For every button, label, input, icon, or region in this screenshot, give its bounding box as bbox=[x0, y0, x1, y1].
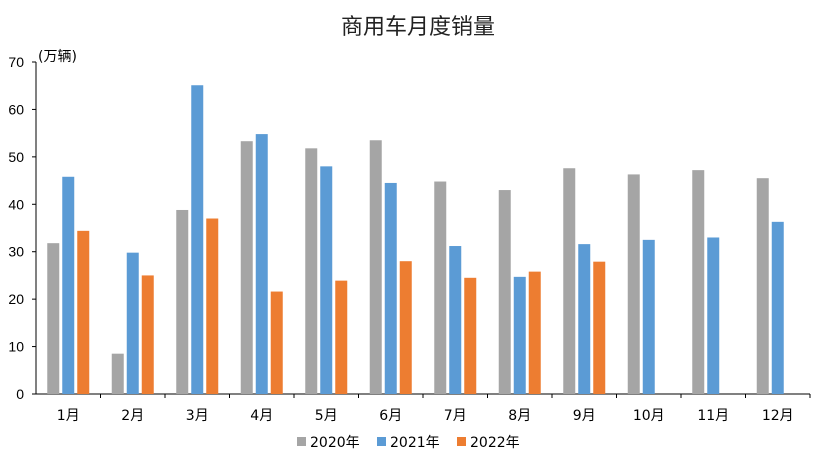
chart-title: 商用车月度销量 bbox=[341, 15, 495, 40]
bar-2020年-1月 bbox=[47, 243, 60, 394]
bar-2020年-10月 bbox=[627, 174, 640, 394]
legend: 2020年 2021年 2022年 bbox=[297, 435, 520, 451]
bar-2020年-3月 bbox=[176, 209, 189, 394]
bar-2020年-12月 bbox=[756, 178, 769, 394]
bar-2020年-8月 bbox=[498, 190, 511, 394]
bar-2022年-7月 bbox=[464, 277, 477, 394]
y-tick-label: 50 bbox=[8, 149, 24, 165]
y-tick-label: 0 bbox=[16, 386, 24, 402]
y-tick-label: 70 bbox=[8, 54, 24, 70]
bar-2020年-11月 bbox=[692, 170, 705, 394]
x-tick-label: 5月 bbox=[315, 408, 338, 424]
bar-2022年-9月 bbox=[593, 261, 606, 394]
bar-2022年-1月 bbox=[77, 230, 90, 394]
bar-2021年-10月 bbox=[642, 239, 655, 394]
legend-swatch-2020年 bbox=[297, 437, 306, 446]
bar-2022年-6月 bbox=[399, 261, 412, 394]
bar-2022年-2月 bbox=[141, 275, 154, 394]
x-tick-label: 12月 bbox=[762, 408, 794, 424]
legend-label: 2020年 bbox=[310, 435, 360, 451]
bar-2021年-4月 bbox=[255, 134, 268, 394]
bar-2020年-7月 bbox=[434, 181, 447, 394]
y-tick-label: 30 bbox=[8, 244, 24, 260]
y-tick-label: 10 bbox=[8, 339, 24, 355]
bar-2021年-11月 bbox=[707, 237, 720, 394]
y-tick-label: 60 bbox=[8, 101, 24, 117]
x-tick-label: 6月 bbox=[379, 408, 402, 424]
bar-2021年-1月 bbox=[62, 176, 75, 394]
bar-2021年-12月 bbox=[771, 221, 784, 394]
bar-2021年-5月 bbox=[320, 166, 333, 394]
x-tick-label: 4月 bbox=[250, 408, 273, 424]
x-tick-label: 9月 bbox=[573, 408, 596, 424]
bar-2022年-4月 bbox=[270, 291, 283, 394]
bar-2021年-3月 bbox=[191, 85, 204, 395]
bar-2020年-5月 bbox=[305, 148, 318, 394]
x-tick-label: 8月 bbox=[508, 408, 531, 424]
y-tick-label: 20 bbox=[8, 291, 24, 307]
bar-2021年-8月 bbox=[513, 276, 526, 394]
bar-2020年-9月 bbox=[563, 168, 576, 394]
bar-2021年-7月 bbox=[449, 246, 462, 394]
x-tick-label: 10月 bbox=[633, 408, 665, 424]
bar-2021年-2月 bbox=[126, 252, 139, 394]
x-tick-label: 3月 bbox=[186, 408, 209, 424]
x-tick-label: 11月 bbox=[697, 408, 729, 424]
x-tick-label: 1月 bbox=[57, 408, 80, 424]
legend-label: 2022年 bbox=[470, 435, 520, 451]
legend-swatch-2022年 bbox=[457, 437, 466, 446]
bar-2021年-9月 bbox=[578, 244, 591, 394]
bar-2020年-4月 bbox=[240, 141, 253, 394]
bar-2020年-6月 bbox=[369, 140, 382, 394]
x-tick-label: 2月 bbox=[121, 408, 144, 424]
x-tick-label: 7月 bbox=[444, 408, 467, 424]
bar-2022年-3月 bbox=[206, 218, 219, 394]
legend-swatch-2021年 bbox=[377, 437, 386, 446]
y-axis: 0 10 20 30 40 50 60 70 bbox=[8, 54, 37, 402]
bar-2021年-6月 bbox=[384, 182, 397, 394]
y-axis-unit-label: (万辆) bbox=[38, 49, 77, 65]
bar-2022年-5月 bbox=[335, 280, 348, 394]
y-tick-label: 40 bbox=[8, 196, 24, 212]
x-axis: 1月 2月 3月 4月 5月 6月 7月 8月 9月 10月 11月 12月 bbox=[36, 393, 811, 424]
bar-series-group bbox=[47, 85, 784, 395]
bar-2022年-8月 bbox=[528, 271, 541, 394]
legend-label: 2021年 bbox=[390, 435, 440, 451]
bar-2020年-2月 bbox=[111, 353, 124, 394]
